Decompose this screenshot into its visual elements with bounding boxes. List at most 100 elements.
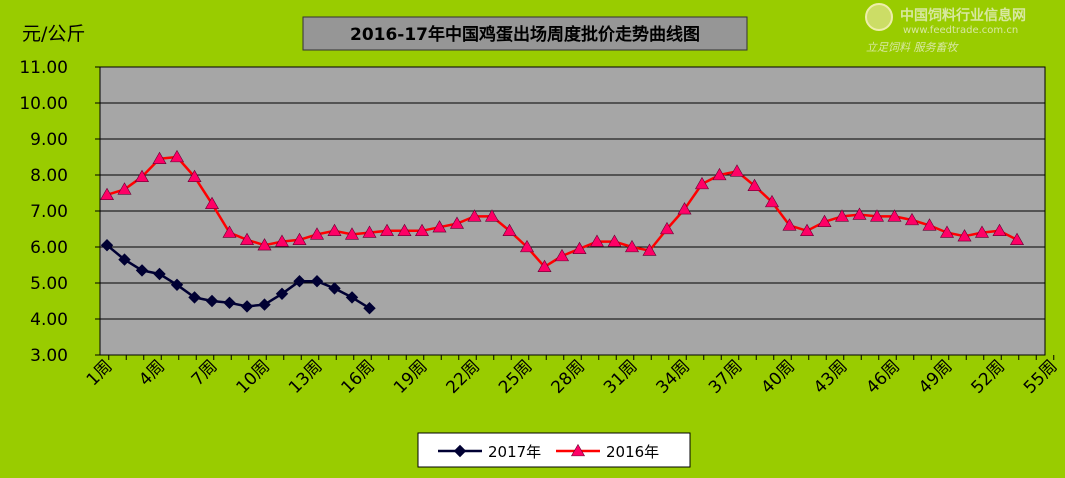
x-tick-label: 7周 bbox=[188, 356, 222, 390]
x-tick-label: 52周 bbox=[968, 356, 1009, 397]
data-point-triangle bbox=[187, 169, 202, 182]
data-point-diamond bbox=[135, 264, 149, 277]
data-point-diamond bbox=[188, 291, 201, 304]
data-point-triangle bbox=[449, 216, 465, 229]
x-tick-label: 10周 bbox=[233, 356, 274, 397]
data-point-triangle bbox=[169, 149, 185, 163]
x-tick-labels: 1周 4周 7周 10周 13周 16周 19周 22周 25周 28周 31周 34周 37周 40周 4… bbox=[83, 355, 1062, 398]
data-point-triangle bbox=[414, 223, 430, 236]
x-tick-label: 43周 bbox=[810, 356, 851, 397]
data-point-triangle bbox=[782, 218, 797, 231]
series-2017 bbox=[100, 238, 376, 315]
data-point-triangle bbox=[327, 223, 342, 236]
x-tick-label: 4周 bbox=[135, 356, 169, 390]
y-tick-label: 5.00 bbox=[30, 274, 68, 294]
x-tick-label: 13周 bbox=[285, 356, 326, 397]
x-tick-label: 25周 bbox=[495, 356, 536, 397]
x-tick-label: 28周 bbox=[548, 356, 589, 397]
data-point-diamond bbox=[258, 298, 271, 311]
data-point-triangle bbox=[222, 225, 237, 238]
data-point-diamond bbox=[118, 253, 131, 266]
x-tick-label: 46周 bbox=[863, 356, 904, 397]
data-point-diamond bbox=[223, 296, 236, 310]
data-point-triangle bbox=[152, 151, 167, 164]
series-line bbox=[106, 244, 371, 310]
y-tick-label: 10.00 bbox=[19, 94, 68, 114]
data-point-triangle bbox=[519, 239, 535, 253]
data-point-triangle bbox=[570, 443, 586, 457]
data-point-triangle bbox=[712, 167, 727, 181]
data-point-triangle bbox=[992, 223, 1007, 236]
data-point-triangle bbox=[887, 209, 902, 222]
legend-item: 2016年 bbox=[556, 443, 659, 461]
chart-title: 2016-17年中国鸡蛋出场周度批价走势曲线图 bbox=[350, 24, 700, 45]
data-point-diamond bbox=[363, 301, 376, 315]
data-point-diamond bbox=[275, 287, 289, 301]
data-point-triangle bbox=[659, 221, 675, 235]
logo-icon bbox=[865, 3, 893, 31]
data-point-triangle bbox=[204, 196, 220, 209]
x-tick-label: 19周 bbox=[390, 356, 431, 397]
data-point-triangle bbox=[117, 182, 132, 195]
data-point-diamond bbox=[453, 444, 467, 458]
data-point-triangle bbox=[362, 225, 377, 238]
data-point-triangle bbox=[274, 234, 290, 247]
data-point-diamond bbox=[345, 291, 359, 304]
x-tick-label: 40周 bbox=[758, 356, 799, 397]
data-point-triangle bbox=[869, 209, 885, 222]
watermark: 中国饲料行业信息网 www.feedtrade.com.cn 立足饲料 服务畜牧 bbox=[865, 3, 1026, 54]
data-point-triangle bbox=[239, 232, 255, 245]
data-point-triangle bbox=[99, 187, 115, 200]
data-point-triangle bbox=[537, 259, 552, 272]
x-tick-label: 37周 bbox=[705, 356, 746, 397]
legend: 2017年 2016年 bbox=[417, 432, 691, 468]
y-tick-label: 11.00 bbox=[19, 58, 68, 78]
y-tick-label: 6.00 bbox=[30, 238, 68, 258]
data-point-diamond bbox=[205, 294, 219, 308]
grid-lines bbox=[100, 102, 1045, 320]
series-2016 bbox=[99, 149, 1025, 272]
data-point-triangle bbox=[747, 178, 762, 191]
data-point-triangle bbox=[484, 209, 500, 222]
data-point-triangle bbox=[694, 176, 710, 190]
x-tick-label: 16周 bbox=[338, 356, 379, 397]
x-tick-label: 31周 bbox=[600, 356, 641, 397]
watermark-url: www.feedtrade.com.cn bbox=[903, 25, 1018, 36]
watermark-title: 中国饲料行业信息网 bbox=[900, 7, 1026, 24]
x-tick-label: 55周 bbox=[1020, 356, 1061, 397]
y-tick-label: 9.00 bbox=[30, 130, 68, 150]
series-layer bbox=[99, 149, 1025, 315]
data-point-triangle bbox=[432, 220, 447, 233]
data-point-triangle bbox=[729, 164, 745, 177]
data-point-triangle bbox=[817, 214, 832, 227]
data-point-triangle bbox=[957, 229, 972, 242]
x-tick-label: 49周 bbox=[915, 356, 956, 397]
legend-item: 2017年 bbox=[438, 443, 541, 461]
data-point-triangle bbox=[134, 169, 150, 182]
x-tick-label: 1周 bbox=[83, 356, 117, 390]
data-point-triangle bbox=[677, 202, 692, 215]
data-point-diamond bbox=[310, 274, 324, 288]
data-point-triangle bbox=[799, 223, 815, 236]
y-tick-label: 8.00 bbox=[30, 166, 68, 186]
data-point-triangle bbox=[974, 225, 990, 238]
data-point-triangle bbox=[852, 207, 867, 220]
y-tick-label: 4.00 bbox=[30, 310, 68, 330]
legend-label: 2017年 bbox=[488, 443, 541, 461]
data-point-triangle bbox=[554, 248, 570, 262]
data-point-diamond bbox=[240, 300, 254, 313]
data-point-triangle bbox=[309, 227, 325, 240]
data-point-triangle bbox=[379, 223, 395, 236]
data-point-triangle bbox=[572, 241, 587, 254]
data-point-triangle bbox=[922, 218, 937, 231]
x-tick-label: 22周 bbox=[443, 356, 484, 397]
title-box bbox=[302, 16, 748, 51]
data-point-triangle bbox=[642, 243, 657, 256]
data-point-triangle bbox=[344, 227, 360, 240]
data-point-triangle bbox=[502, 223, 517, 236]
data-point-diamond bbox=[170, 278, 184, 292]
data-point-triangle bbox=[607, 234, 622, 247]
y-tick-label: 7.00 bbox=[30, 202, 68, 222]
